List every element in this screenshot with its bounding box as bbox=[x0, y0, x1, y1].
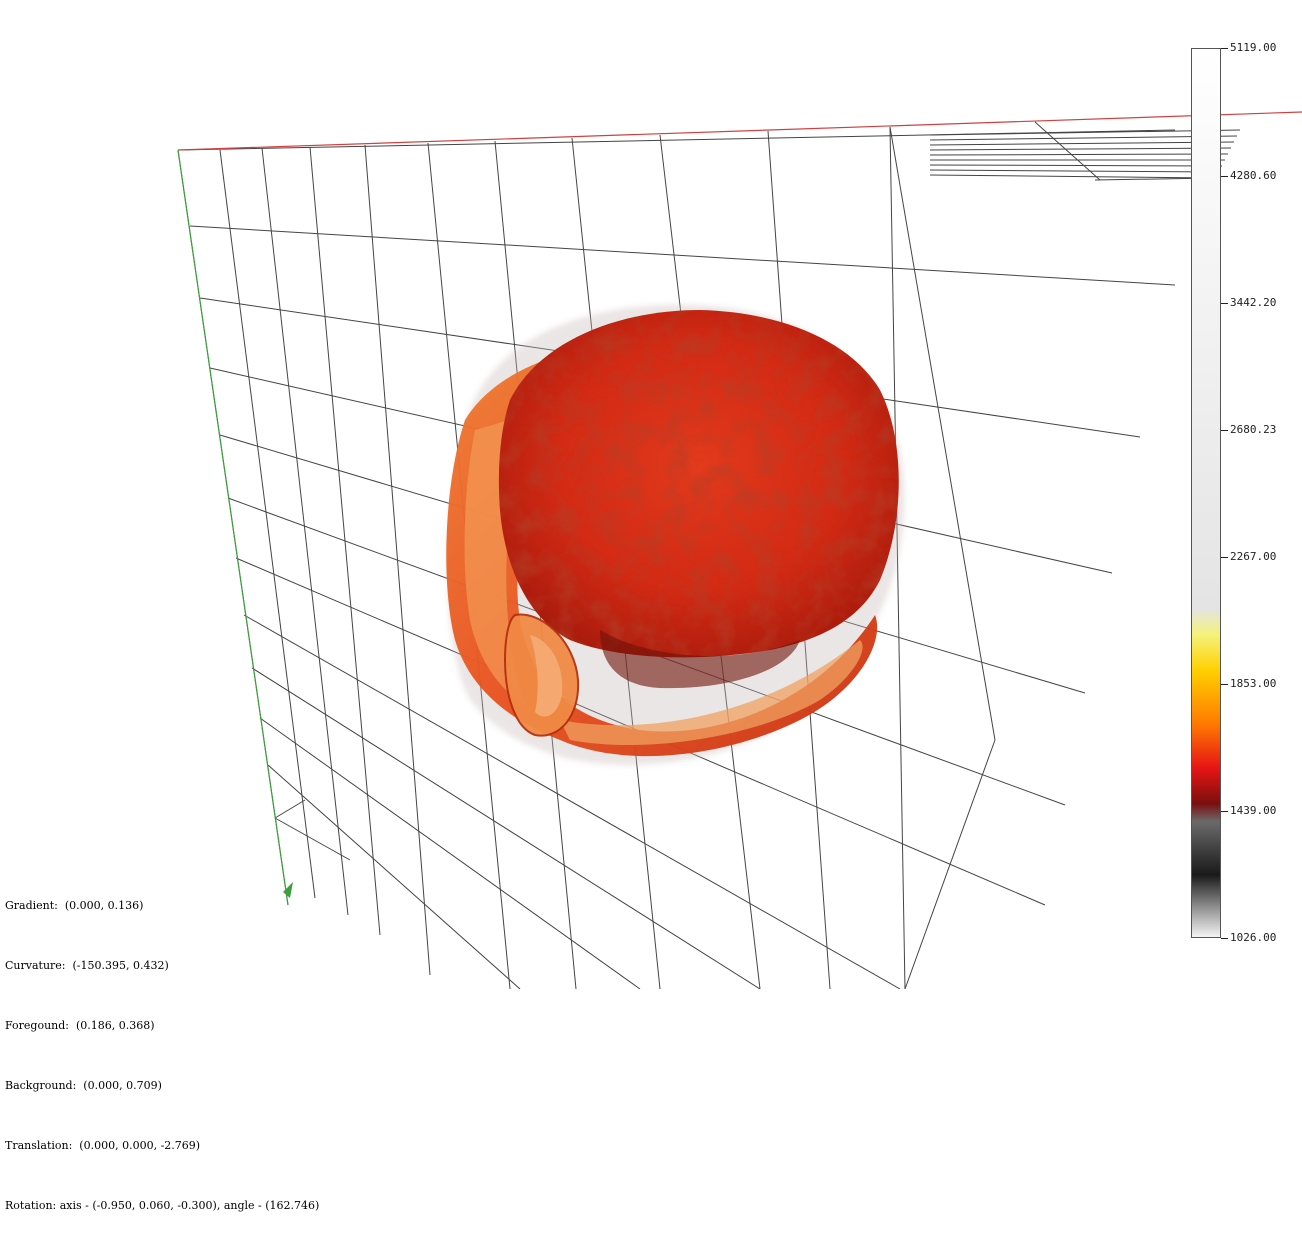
colorbar-tick bbox=[1221, 557, 1228, 558]
brain-volume-rendering bbox=[446, 304, 905, 766]
grid-line-vertical bbox=[261, 147, 349, 916]
grid-line-wall bbox=[904, 739, 996, 989]
grid-line-horizontal bbox=[243, 614, 901, 989]
rotation-readout: Rotation: axis - (-0.950, 0.060, -0.300)… bbox=[5, 1199, 320, 1212]
brain-base-shadow bbox=[600, 630, 800, 689]
colorbar-tick bbox=[1221, 48, 1228, 49]
x-axis-line bbox=[177, 111, 1302, 151]
grid-line-floor bbox=[274, 799, 306, 819]
colorbar-label: 5119.00 bbox=[1230, 41, 1277, 54]
colorbar-label: 2267.00 bbox=[1230, 550, 1277, 563]
colorbar-tick bbox=[1221, 430, 1228, 431]
grid-line-floor bbox=[274, 817, 351, 861]
grid-line-top bbox=[929, 147, 1232, 151]
grid-line-wall bbox=[1034, 121, 1101, 181]
y-axis-line bbox=[177, 149, 289, 906]
grid-line-top bbox=[929, 141, 1235, 146]
brain-gyri bbox=[498, 310, 899, 658]
foreground-readout: Foregound: (0.186, 0.368) bbox=[5, 1019, 155, 1032]
front-grid bbox=[177, 111, 1302, 906]
render-viewport[interactable]: 5119.00 4280.60 3442.20 2680.23 2267.00 1853.… bbox=[0, 0, 1302, 1212]
colorbar-tick bbox=[1221, 811, 1228, 812]
grid-line-horizontal bbox=[259, 717, 641, 989]
background-readout: Background: (0.000, 0.709) bbox=[5, 1079, 162, 1092]
grid-line-top bbox=[929, 169, 1220, 173]
colorbar-label: 1439.00 bbox=[1230, 804, 1277, 817]
grid-line-vertical bbox=[219, 149, 316, 899]
grid-line-top bbox=[929, 153, 1229, 156]
grid-line-top bbox=[929, 129, 1241, 136]
status-panel: Gradient: (0.000, 0.136) Curvature: (-15… bbox=[5, 856, 319, 1256]
colorbar-tick bbox=[1221, 938, 1228, 939]
colorbar-tick bbox=[1221, 684, 1228, 685]
translation-readout: Translation: (0.000, 0.000, -2.769) bbox=[5, 1139, 201, 1152]
colorbar-tick bbox=[1221, 176, 1228, 177]
jaw-band bbox=[560, 640, 863, 746]
colorbar bbox=[1191, 48, 1221, 938]
colorbar-label: 3442.20 bbox=[1230, 296, 1277, 309]
colorbar-tick bbox=[1221, 303, 1228, 304]
grid-line-top bbox=[929, 135, 1238, 141]
skull-band bbox=[464, 410, 545, 705]
skull-shell bbox=[446, 355, 878, 757]
grid-line-top bbox=[929, 174, 1217, 179]
curvature-readout: Curvature: (-150.395, 0.432) bbox=[5, 959, 169, 972]
grid-line-horizontal bbox=[267, 764, 521, 989]
y-axis-arrow bbox=[283, 882, 293, 898]
colorbar-label: 1026.00 bbox=[1230, 931, 1277, 944]
grid-line-wall bbox=[889, 126, 996, 741]
colorbar-label: 1853.00 bbox=[1230, 677, 1277, 690]
colorbar-label: 4280.60 bbox=[1230, 169, 1277, 182]
grid-line-top bbox=[929, 164, 1223, 167]
gradient-readout: Gradient: (0.000, 0.136) bbox=[5, 899, 144, 912]
volume-scene[interactable] bbox=[0, 0, 1302, 989]
colorbar-label: 2680.23 bbox=[1230, 423, 1277, 436]
grid-line-horizontal bbox=[189, 225, 1176, 286]
grid-line-horizontal bbox=[251, 667, 761, 989]
ear-inner bbox=[530, 635, 563, 717]
